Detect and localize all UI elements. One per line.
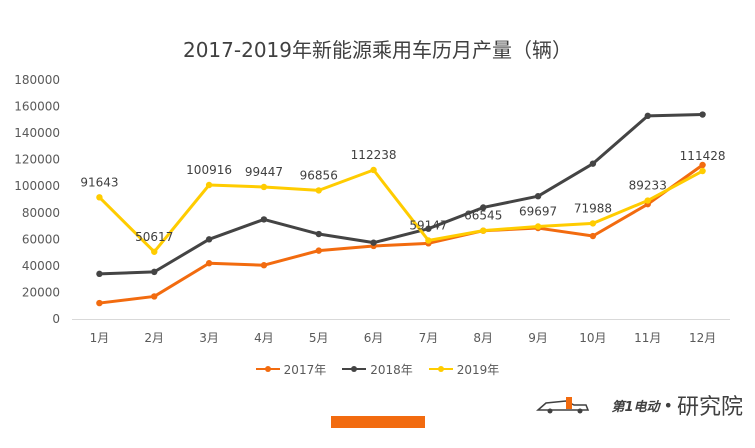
legend-swatch (255, 366, 280, 372)
watermark: 第1电动 • 研究院 (535, 389, 743, 421)
legend-label: 2018年 (370, 362, 413, 377)
y-tick-label: 20000 (22, 285, 60, 299)
x-tick-label: 7月 (419, 331, 439, 345)
data-label: 89233 (629, 179, 667, 193)
y-tick-label: 100000 (14, 179, 60, 193)
data-point (96, 299, 103, 307)
data-point (425, 237, 432, 244)
data-point (699, 167, 706, 175)
data-label: 66545 (464, 209, 502, 223)
data-point (589, 220, 597, 227)
data-point (315, 187, 322, 194)
data-point (315, 247, 322, 254)
x-tick-label: 12月 (689, 331, 716, 345)
y-tick-label: 0 (52, 312, 60, 326)
legend-item: 2018年 (342, 361, 413, 378)
data-label: 112238 (351, 148, 397, 162)
data-point (480, 204, 487, 211)
series-line (98, 168, 704, 254)
data-point (480, 227, 487, 234)
data-point (151, 268, 158, 276)
data-point (151, 248, 158, 255)
legend-item: 2017年 (255, 361, 327, 378)
x-tick-label: 6月 (364, 331, 384, 345)
y-tick-label: 140000 (14, 126, 60, 140)
x-tick-label: 3月 (199, 331, 219, 345)
x-tick-label: 4月 (254, 331, 274, 345)
data-point (534, 223, 542, 230)
data-label: 69697 (519, 204, 557, 218)
data-point (151, 293, 158, 300)
x-tick-label: 10月 (579, 331, 606, 345)
data-point (370, 166, 377, 174)
series-line (99, 113, 703, 276)
legend-label: 2017年 (283, 362, 327, 377)
data-point (205, 236, 213, 243)
y-tick-label: 180000 (14, 73, 60, 87)
data-point (370, 239, 377, 246)
chart-axes: 0 20000 40000 60000 80000 100000 120000 140000 1… (14, 73, 730, 345)
watermark-suffix: 研究院 (676, 395, 743, 420)
footer-accent-bar (331, 416, 425, 428)
watermark-separator: • (663, 395, 673, 415)
chart-data-labels: 91643 50617 100916 99447 96856 112238 59147 665… (80, 148, 725, 244)
data-point (699, 111, 706, 118)
data-point (644, 112, 651, 120)
chart-series (96, 111, 706, 307)
x-tick-label: 1月 (90, 331, 110, 345)
x-tick-label: 2月 (144, 331, 164, 345)
data-point (260, 216, 268, 223)
data-point (260, 262, 268, 269)
x-tick-label: 9月 (528, 331, 548, 345)
chart-title: 2017-2019年新能源乘用车历月产量（辆） (182, 38, 572, 62)
data-point (699, 161, 706, 169)
data-label: 71988 (574, 201, 612, 215)
legend-swatch (342, 366, 367, 372)
y-tick-label: 80000 (22, 206, 60, 220)
data-label: 50617 (135, 230, 173, 244)
data-label: 100916 (186, 163, 232, 177)
data-point (260, 183, 268, 191)
data-point (205, 181, 213, 189)
data-point (96, 270, 103, 278)
data-point (96, 194, 103, 201)
car-logo-icon (535, 397, 589, 414)
legend-swatch (428, 366, 453, 372)
data-label: 59147 (409, 218, 447, 232)
watermark-brand: 第1电动 (611, 399, 660, 415)
data-point (534, 192, 542, 200)
chart-legend: 2017年 2018年 2019年 (0, 359, 755, 378)
data-label: 99447 (245, 165, 283, 179)
y-tick-label: 60000 (22, 232, 60, 246)
x-tick-label: 8月 (473, 331, 493, 345)
y-tick-label: 120000 (14, 153, 60, 167)
y-tick-label: 160000 (14, 100, 60, 114)
data-point (589, 160, 597, 167)
data-point (315, 230, 322, 238)
legend-item: 2019年 (428, 361, 500, 378)
data-point (644, 197, 651, 204)
y-tick-label: 40000 (22, 259, 60, 273)
data-label: 96856 (300, 168, 338, 182)
x-tick-label: 5月 (309, 331, 329, 345)
data-point (425, 225, 432, 232)
data-point (205, 260, 213, 267)
x-tick-label: 11月 (634, 331, 661, 345)
data-label: 91643 (80, 175, 118, 189)
legend-label: 2019年 (456, 362, 500, 377)
data-label: 111428 (680, 149, 726, 163)
series-line (99, 163, 704, 305)
data-point (589, 232, 597, 240)
